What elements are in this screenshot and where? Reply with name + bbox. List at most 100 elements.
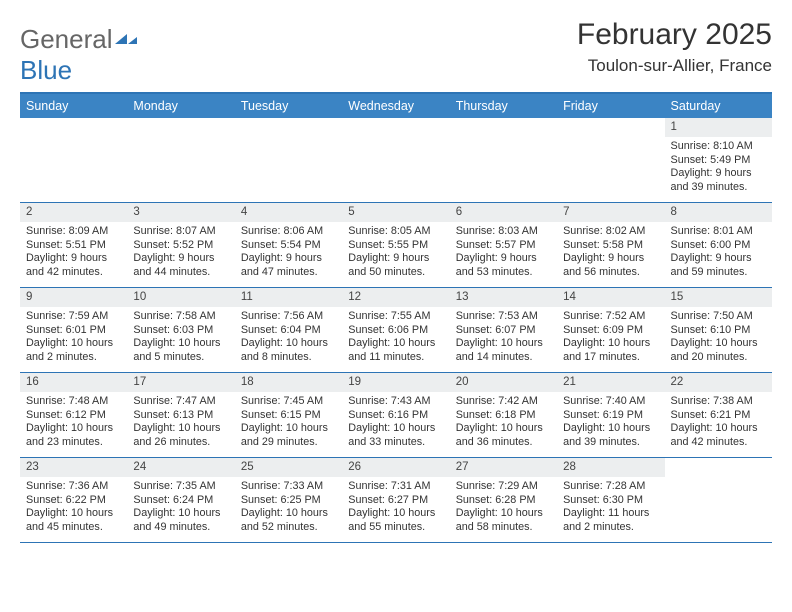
sunrise-line: Sunrise: 8:03 AM (456, 225, 551, 239)
sunset-line: Sunset: 6:07 PM (456, 324, 551, 338)
day-number: 18 (235, 373, 342, 392)
daylight-line: Daylight: 10 hours and 36 minutes. (456, 422, 551, 450)
day-number: 25 (235, 458, 342, 477)
daylight-line: Daylight: 9 hours and 50 minutes. (348, 252, 443, 280)
calendar-day: 7Sunrise: 8:02 AMSunset: 5:58 PMDaylight… (557, 203, 664, 287)
day-number: 14 (557, 288, 664, 307)
daylight-line: Daylight: 10 hours and 29 minutes. (241, 422, 336, 450)
sunrise-line: Sunrise: 7:47 AM (133, 395, 228, 409)
sunrise-line: Sunrise: 7:28 AM (563, 480, 658, 494)
location-label: Toulon-sur-Allier, France (577, 56, 772, 76)
calendar-day (557, 118, 664, 202)
sunrise-line: Sunrise: 7:31 AM (348, 480, 443, 494)
sunrise-line: Sunrise: 7:33 AM (241, 480, 336, 494)
calendar-day: 23Sunrise: 7:36 AMSunset: 6:22 PMDayligh… (20, 458, 127, 542)
sunset-line: Sunset: 6:01 PM (26, 324, 121, 338)
daylight-line: Daylight: 10 hours and 42 minutes. (671, 422, 766, 450)
sunrise-line: Sunrise: 7:50 AM (671, 310, 766, 324)
sunset-line: Sunset: 5:52 PM (133, 239, 228, 253)
month-title: February 2025 (577, 18, 772, 52)
calendar-grid: 1Sunrise: 8:10 AMSunset: 5:49 PMDaylight… (20, 118, 772, 543)
brand-mark-icon (115, 24, 137, 54)
day-body: Sunrise: 8:05 AMSunset: 5:55 PMDaylight:… (342, 222, 449, 286)
header-row: General Blue February 2025 Toulon-sur-Al… (20, 18, 772, 86)
day-number: 22 (665, 373, 772, 392)
day-number: 6 (450, 203, 557, 222)
sunrise-line: Sunrise: 7:45 AM (241, 395, 336, 409)
calendar-day: 26Sunrise: 7:31 AMSunset: 6:27 PMDayligh… (342, 458, 449, 542)
day-body: Sunrise: 8:02 AMSunset: 5:58 PMDaylight:… (557, 222, 664, 286)
sunset-line: Sunset: 5:49 PM (671, 154, 766, 168)
daylight-line: Daylight: 10 hours and 49 minutes. (133, 507, 228, 535)
day-number: 4 (235, 203, 342, 222)
daylight-line: Daylight: 9 hours and 42 minutes. (26, 252, 121, 280)
day-body (450, 122, 557, 131)
day-body: Sunrise: 7:33 AMSunset: 6:25 PMDaylight:… (235, 477, 342, 541)
calendar-week: 1Sunrise: 8:10 AMSunset: 5:49 PMDaylight… (20, 118, 772, 203)
sunset-line: Sunset: 5:58 PM (563, 239, 658, 253)
sunset-line: Sunset: 6:12 PM (26, 409, 121, 423)
sunrise-line: Sunrise: 7:36 AM (26, 480, 121, 494)
sunset-line: Sunset: 6:28 PM (456, 494, 551, 508)
day-number: 19 (342, 373, 449, 392)
calendar-day: 4Sunrise: 8:06 AMSunset: 5:54 PMDaylight… (235, 203, 342, 287)
daylight-line: Daylight: 10 hours and 58 minutes. (456, 507, 551, 535)
sunset-line: Sunset: 6:00 PM (671, 239, 766, 253)
dow-tuesday: Tuesday (235, 94, 342, 118)
calendar-week: 16Sunrise: 7:48 AMSunset: 6:12 PMDayligh… (20, 373, 772, 458)
day-body: Sunrise: 7:35 AMSunset: 6:24 PMDaylight:… (127, 477, 234, 541)
calendar-day (450, 118, 557, 202)
calendar-day: 28Sunrise: 7:28 AMSunset: 6:30 PMDayligh… (557, 458, 664, 542)
sunrise-line: Sunrise: 8:07 AM (133, 225, 228, 239)
sunset-line: Sunset: 6:18 PM (456, 409, 551, 423)
dow-friday: Friday (557, 94, 664, 118)
sunset-line: Sunset: 6:13 PM (133, 409, 228, 423)
title-block: February 2025 Toulon-sur-Allier, France (577, 18, 772, 76)
sunrise-line: Sunrise: 7:40 AM (563, 395, 658, 409)
calendar-week: 23Sunrise: 7:36 AMSunset: 6:22 PMDayligh… (20, 458, 772, 543)
day-number: 3 (127, 203, 234, 222)
calendar-day: 21Sunrise: 7:40 AMSunset: 6:19 PMDayligh… (557, 373, 664, 457)
day-of-week-header: Sunday Monday Tuesday Wednesday Thursday… (20, 94, 772, 118)
day-body: Sunrise: 7:59 AMSunset: 6:01 PMDaylight:… (20, 307, 127, 371)
calendar-page: General Blue February 2025 Toulon-sur-Al… (0, 0, 792, 543)
sunrise-line: Sunrise: 7:56 AM (241, 310, 336, 324)
day-body: Sunrise: 7:58 AMSunset: 6:03 PMDaylight:… (127, 307, 234, 371)
sunset-line: Sunset: 6:22 PM (26, 494, 121, 508)
day-number: 15 (665, 288, 772, 307)
sunset-line: Sunset: 5:51 PM (26, 239, 121, 253)
day-body: Sunrise: 7:45 AMSunset: 6:15 PMDaylight:… (235, 392, 342, 456)
daylight-line: Daylight: 9 hours and 59 minutes. (671, 252, 766, 280)
daylight-line: Daylight: 10 hours and 26 minutes. (133, 422, 228, 450)
calendar-day (235, 118, 342, 202)
calendar-day (665, 458, 772, 542)
sunrise-line: Sunrise: 8:09 AM (26, 225, 121, 239)
day-body: Sunrise: 7:50 AMSunset: 6:10 PMDaylight:… (665, 307, 772, 371)
calendar-day: 14Sunrise: 7:52 AMSunset: 6:09 PMDayligh… (557, 288, 664, 372)
sunset-line: Sunset: 6:10 PM (671, 324, 766, 338)
day-body: Sunrise: 8:01 AMSunset: 6:00 PMDaylight:… (665, 222, 772, 286)
sunrise-line: Sunrise: 8:01 AM (671, 225, 766, 239)
calendar-day: 15Sunrise: 7:50 AMSunset: 6:10 PMDayligh… (665, 288, 772, 372)
sunrise-line: Sunrise: 7:55 AM (348, 310, 443, 324)
sunset-line: Sunset: 6:06 PM (348, 324, 443, 338)
sunset-line: Sunset: 5:57 PM (456, 239, 551, 253)
sunrise-line: Sunrise: 7:43 AM (348, 395, 443, 409)
day-number: 16 (20, 373, 127, 392)
calendar-day: 22Sunrise: 7:38 AMSunset: 6:21 PMDayligh… (665, 373, 772, 457)
day-body (235, 122, 342, 131)
calendar-day (127, 118, 234, 202)
day-body: Sunrise: 7:52 AMSunset: 6:09 PMDaylight:… (557, 307, 664, 371)
day-number: 24 (127, 458, 234, 477)
calendar-day: 8Sunrise: 8:01 AMSunset: 6:00 PMDaylight… (665, 203, 772, 287)
calendar-day: 16Sunrise: 7:48 AMSunset: 6:12 PMDayligh… (20, 373, 127, 457)
calendar-day: 6 Sunrise: 8:03 AMSunset: 5:57 PMDaylight… (450, 203, 557, 287)
sunset-line: Sunset: 6:27 PM (348, 494, 443, 508)
calendar-day: 12Sunrise: 7:55 AMSunset: 6:06 PMDayligh… (342, 288, 449, 372)
daylight-line: Daylight: 10 hours and 8 minutes. (241, 337, 336, 365)
day-number: 10 (127, 288, 234, 307)
day-body (342, 122, 449, 131)
daylight-line: Daylight: 9 hours and 53 minutes. (456, 252, 551, 280)
sunset-line: Sunset: 6:04 PM (241, 324, 336, 338)
day-body: Sunrise: 7:55 AMSunset: 6:06 PMDaylight:… (342, 307, 449, 371)
